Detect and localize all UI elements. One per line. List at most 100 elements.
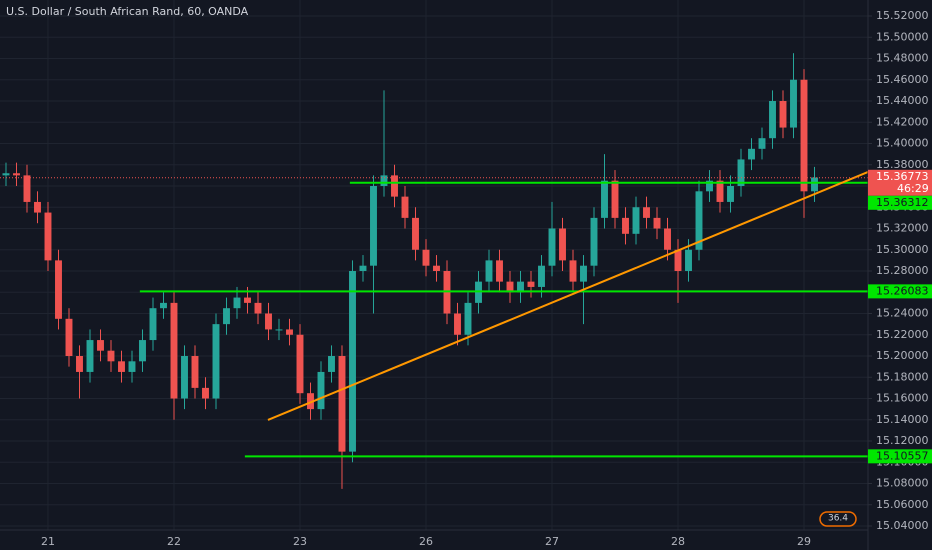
candle-body xyxy=(485,260,493,282)
y-tick-label: 15.04000 xyxy=(876,519,929,532)
y-tick-label: 15.44000 xyxy=(876,94,929,107)
level-tag xyxy=(868,195,932,210)
candle-body xyxy=(86,340,94,372)
candle-body xyxy=(674,249,682,272)
y-tick-label: 15.16000 xyxy=(876,392,929,405)
candle-body xyxy=(727,186,734,202)
candle-body xyxy=(548,228,556,266)
y-tick-label: 15.48000 xyxy=(876,52,929,65)
candle-body xyxy=(359,265,367,272)
level-label: 15.26083 xyxy=(876,284,929,297)
candle-body xyxy=(181,356,188,399)
y-tick-label: 15.50000 xyxy=(876,30,929,43)
candle-body xyxy=(695,191,703,250)
badge xyxy=(819,511,857,527)
candle-body xyxy=(97,340,104,351)
candle-body xyxy=(611,180,619,218)
candle-body xyxy=(44,212,52,261)
candle-body xyxy=(643,207,650,218)
y-tick-label: 15.40000 xyxy=(876,137,929,150)
y-tick-label: 15.24000 xyxy=(876,307,929,320)
y-tick-label: 15.28000 xyxy=(876,264,929,277)
y-tick-label: 15.06000 xyxy=(876,498,929,511)
chart-title: U.S. Dollar / South African Rand, 60, OA… xyxy=(6,5,249,18)
candle-body xyxy=(139,340,146,362)
last-price-label: 15.36773 xyxy=(876,170,929,183)
axes: 15.0400015.0600015.0800015.1000015.12000… xyxy=(41,9,932,548)
candle-body xyxy=(590,217,598,266)
candle-body xyxy=(391,175,398,197)
x-tick-label: 22 xyxy=(167,535,181,548)
y-tick-label: 15.42000 xyxy=(876,115,929,128)
candle-body xyxy=(286,329,293,335)
candle-body xyxy=(580,265,587,282)
x-tick-label: 29 xyxy=(797,535,811,548)
candle-body xyxy=(349,271,356,452)
badge-label: 36.4 xyxy=(828,514,848,524)
candle-body xyxy=(55,260,62,319)
candle-body xyxy=(664,228,671,250)
x-tick-label: 28 xyxy=(671,535,685,548)
candle-body xyxy=(716,180,724,202)
candle-body xyxy=(265,313,272,330)
y-tick-label: 15.12000 xyxy=(876,434,929,447)
candle-body xyxy=(454,313,461,335)
candle-body xyxy=(464,302,472,335)
candle-body xyxy=(769,101,776,139)
y-tick-label: 15.38000 xyxy=(876,158,929,171)
y-tick-label: 15.14000 xyxy=(876,413,929,426)
candle-body xyxy=(517,281,524,293)
candle-body xyxy=(401,196,409,218)
level-tag xyxy=(868,449,932,464)
candle-body xyxy=(128,361,136,372)
candle-body xyxy=(13,173,20,176)
candle-body xyxy=(149,308,157,341)
drawings xyxy=(0,171,869,458)
candle-body xyxy=(2,173,10,176)
candle-body xyxy=(790,79,797,128)
candle-body xyxy=(223,308,230,325)
candle-body xyxy=(412,217,419,250)
candle-body xyxy=(296,334,304,394)
candle-body xyxy=(202,387,209,399)
candle-body xyxy=(737,159,745,187)
candle-body xyxy=(779,101,787,128)
candle-body xyxy=(338,356,346,452)
candle-body xyxy=(706,180,713,192)
candle-body xyxy=(370,186,377,266)
candle-body xyxy=(527,281,535,287)
candle-body xyxy=(569,260,577,282)
candle-body xyxy=(170,302,178,399)
y-tick-label: 15.20000 xyxy=(876,349,929,362)
y-tick-label: 15.18000 xyxy=(876,370,929,383)
x-tick-label: 21 xyxy=(41,535,55,548)
candle-body xyxy=(685,249,692,272)
level-label: 15.10557 xyxy=(876,449,929,462)
candle-body xyxy=(23,175,31,202)
candles xyxy=(2,53,818,489)
candle-body xyxy=(653,217,661,229)
y-tick-label: 15.08000 xyxy=(876,477,929,490)
y-tick-label: 15.32000 xyxy=(876,222,929,235)
y-tick-label: 15.30000 xyxy=(876,243,929,256)
candle-body xyxy=(254,302,262,314)
candle-body xyxy=(212,324,220,399)
y-tick-label: 15.52000 xyxy=(876,9,929,22)
candle-body xyxy=(328,356,335,372)
candle-body xyxy=(160,302,167,309)
candle-body xyxy=(191,356,199,388)
x-tick-label: 23 xyxy=(293,535,307,548)
y-tick-label: 15.22000 xyxy=(876,328,929,341)
level-tag xyxy=(868,284,932,299)
candle-body xyxy=(275,329,283,331)
candle-body xyxy=(307,393,314,410)
candle-body xyxy=(118,361,125,372)
candle-body xyxy=(65,318,73,357)
candle-body xyxy=(748,148,755,160)
candle-body xyxy=(622,217,629,234)
candle-body xyxy=(811,177,818,192)
candle-body xyxy=(107,350,115,362)
candle-body xyxy=(422,249,430,266)
candle-body xyxy=(244,297,251,303)
